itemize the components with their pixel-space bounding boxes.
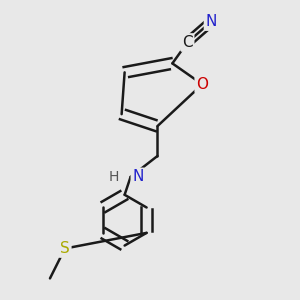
Text: N: N (132, 169, 144, 184)
Text: S: S (60, 241, 70, 256)
Text: C: C (182, 35, 193, 50)
Text: H: H (109, 170, 119, 184)
Text: O: O (196, 77, 208, 92)
Text: N: N (206, 14, 217, 29)
